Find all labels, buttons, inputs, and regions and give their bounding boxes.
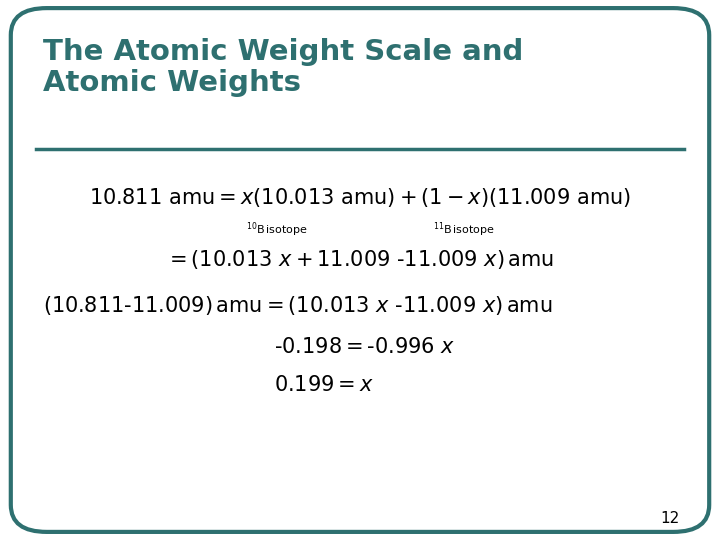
Text: $^{11}\mathrm{B\,isotope}$: $^{11}\mathrm{B\,isotope}$ [433, 220, 495, 239]
Text: $0.199 = x$: $0.199 = x$ [274, 376, 374, 396]
Text: 12: 12 [660, 511, 679, 526]
Text: $10.811\ \mathrm{amu} = x(10.013\ \mathrm{amu}) + (1 - x)(11.009\ \mathrm{amu})$: $10.811\ \mathrm{amu} = x(10.013\ \mathr… [89, 186, 631, 208]
Text: $\text{-}0.198 = \text{-}0.996\ x$: $\text{-}0.198 = \text{-}0.996\ x$ [274, 338, 455, 359]
Text: The Atomic Weight Scale and
Atomic Weights: The Atomic Weight Scale and Atomic Weigh… [43, 38, 523, 97]
Text: $(10.811\text{-}11.009)\,\mathrm{amu} = (10.013\ x\ \text{-}11.009\ x)\,\mathrm{: $(10.811\text{-}11.009)\,\mathrm{amu} = … [43, 294, 553, 316]
Text: $= (10.013\ x + 11.009\ \text{-}11.009\ x)\,\mathrm{amu}$: $= (10.013\ x + 11.009\ \text{-}11.009\ … [166, 248, 554, 271]
FancyBboxPatch shape [11, 8, 709, 532]
Text: $^{10}\mathrm{B\,isotope}$: $^{10}\mathrm{B\,isotope}$ [246, 220, 308, 239]
